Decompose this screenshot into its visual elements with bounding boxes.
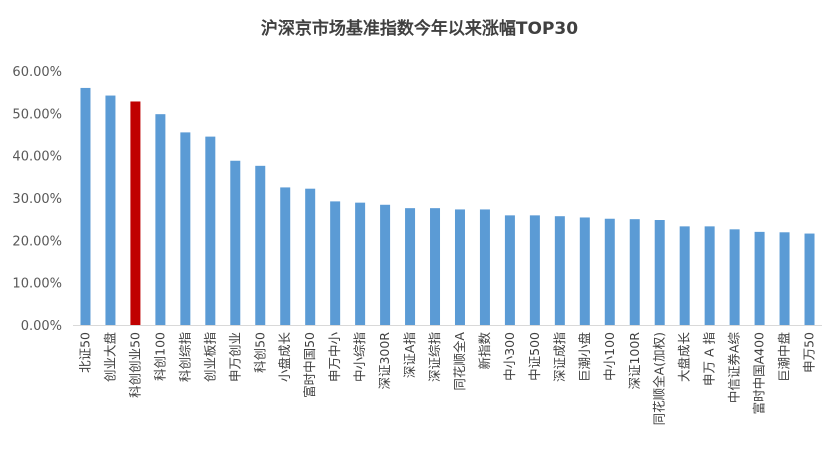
x-tick-label: 创业板指 [202, 332, 217, 382]
chart-title: 沪深京市场基准指数今年以来涨幅TOP30 [261, 18, 578, 39]
bar-12 [355, 202, 366, 325]
y-tick-label: 60.00% [12, 65, 62, 80]
x-tick-label: 巨潮小盘 [577, 332, 592, 382]
x-tick-label: 同花顺全A(加权) [652, 332, 667, 425]
x-tick-label: 中小100 [602, 332, 617, 381]
x-tick-label: 科创100 [152, 332, 167, 381]
y-tick-label: 10.00% [12, 277, 62, 292]
bar-19 [529, 215, 540, 325]
bar-30 [804, 233, 815, 325]
x-tick-label: 科创综指 [177, 332, 192, 382]
y-tick-label: 50.00% [12, 107, 62, 122]
x-tick-label: 申万50 [802, 332, 817, 373]
y-tick-label: 30.00% [12, 192, 62, 207]
y-tick-label: 40.00% [12, 150, 62, 165]
bar-28 [754, 231, 765, 325]
bar-5 [180, 132, 191, 325]
x-tick-label: 中小综指 [352, 332, 367, 382]
bar-8 [255, 165, 266, 325]
x-tick-label: 深证综指 [427, 332, 442, 382]
bar-17 [479, 209, 490, 325]
bar-15 [430, 208, 441, 325]
x-tick-label: 深证成指 [552, 332, 567, 382]
x-tick-label: 中信证券A综 [727, 332, 742, 404]
bar-9 [280, 187, 291, 325]
y-tick-label: 0.00% [21, 319, 62, 334]
x-tick-label: 深证100R [627, 332, 642, 390]
y-tick-label: 20.00% [12, 234, 62, 249]
bar-3 [130, 101, 141, 325]
x-tick-label: 中证500 [527, 332, 542, 381]
bar-22 [604, 218, 615, 325]
x-tick-label: 同花顺全A [452, 332, 467, 391]
bar-20 [554, 216, 565, 325]
bar-25 [679, 226, 690, 325]
x-tick-label: 中小300 [502, 332, 517, 381]
bars [80, 87, 815, 326]
x-tick-label: 富时中国A400 [752, 332, 767, 414]
x-tick-label: 大盘成长 [677, 332, 692, 383]
x-tick-label: 巨潮中盘 [777, 332, 792, 382]
x-tick-label: 申万中小 [327, 332, 342, 383]
x-tick-label: 小盘成长 [277, 332, 292, 383]
x-tick-label: 新指数 [477, 332, 492, 370]
x-tick-label: 深证300R [377, 332, 392, 390]
bar-16 [454, 209, 465, 325]
x-tick-label: 北证50 [77, 332, 92, 373]
bar-23 [629, 219, 640, 325]
bar-2 [105, 95, 116, 325]
bar-11 [330, 201, 341, 325]
x-tick-label: 申万 A 指 [702, 332, 717, 386]
bar-10 [305, 188, 316, 325]
bar-21 [579, 217, 590, 325]
x-tick-label: 富时中国50 [302, 332, 317, 398]
bar-1 [80, 87, 91, 325]
bar-4 [155, 114, 166, 326]
bar-13 [380, 204, 391, 325]
bar-18 [504, 215, 515, 325]
x-tick-label: 科创创业50 [127, 332, 142, 398]
x-tick-label: 创业大盘 [102, 332, 117, 382]
bar-14 [405, 208, 416, 325]
x-tick-label: 科创50 [252, 332, 267, 373]
bar-7 [230, 160, 241, 325]
x-axis: 北证50 创业大盘 科创创业50 科创100 科创综指 创业板指 申万创业 科创50 小盘成长富… [77, 332, 816, 426]
bar-6 [205, 136, 216, 325]
x-tick-label: 深证A指 [402, 332, 417, 378]
bar-24 [654, 220, 665, 325]
y-axis: 0.00% 10.00% 20.00% 30.00% 40.00% 50.00% 60.00… [12, 65, 62, 334]
x-tick-label: 申万创业 [227, 332, 242, 382]
bar-27 [729, 229, 740, 325]
bar-29 [779, 232, 790, 325]
bar-26 [704, 226, 715, 325]
